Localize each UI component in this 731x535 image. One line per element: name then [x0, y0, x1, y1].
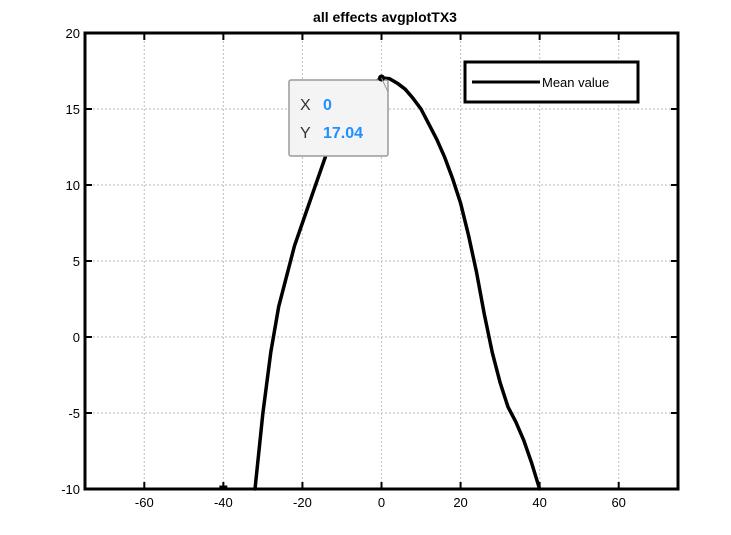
- x-tick-label: 40: [532, 495, 546, 510]
- y-tick-label: 15: [66, 102, 80, 117]
- datatip: X 0 Y 17.04: [288, 79, 389, 157]
- x-tick-label: -60: [135, 495, 154, 510]
- datatip-box: [288, 79, 389, 157]
- x-tick-label: -40: [214, 495, 233, 510]
- plot-area-border: [83, 31, 680, 491]
- datatip-x-value: 0: [323, 97, 332, 114]
- x-tick-label: -20: [293, 495, 312, 510]
- y-tick-label: 20: [66, 26, 80, 41]
- y-tick-label: 10: [66, 178, 80, 193]
- y-tick-label: -10: [61, 482, 80, 497]
- y-tick-label: 5: [73, 254, 80, 269]
- datatip-y-value: 17.04: [323, 125, 363, 142]
- chart-title: all effects avgplotTX3: [313, 9, 457, 25]
- x-tick-label: 20: [453, 495, 467, 510]
- y-tick-label: -5: [68, 406, 80, 421]
- x-tick-label: 0: [378, 495, 385, 510]
- legend: Mean value: [463, 60, 640, 104]
- datatip-pointer: [381, 77, 389, 93]
- datatip-x-label: X: [300, 97, 311, 114]
- y-tick-label: 0: [73, 330, 80, 345]
- datatip-y-label: Y: [300, 125, 311, 142]
- data-marks: [219, 74, 389, 489]
- series-line-mean-value: [253, 76, 542, 491]
- x-tick-label: 60: [611, 495, 625, 510]
- data-series: [253, 76, 542, 491]
- legend-label: Mean value: [542, 75, 609, 90]
